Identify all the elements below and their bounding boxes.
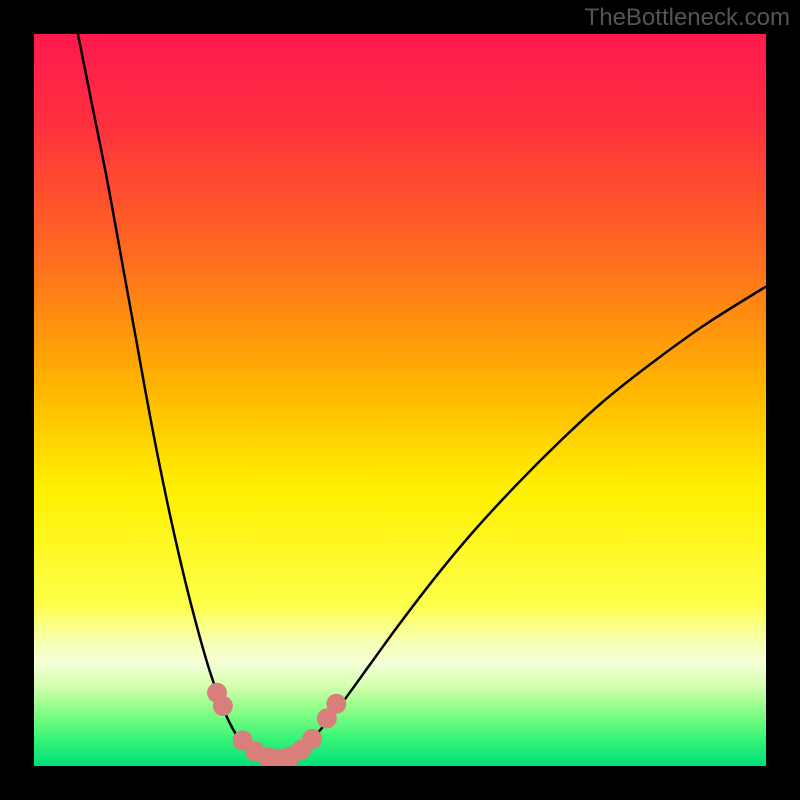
watermark-text: TheBottleneck.com [585, 4, 790, 32]
data-marker [326, 694, 346, 714]
plot-svg [34, 34, 766, 766]
data-marker [302, 729, 322, 749]
plot-area [34, 34, 766, 766]
data-marker [213, 696, 233, 716]
plot-background [34, 34, 766, 766]
